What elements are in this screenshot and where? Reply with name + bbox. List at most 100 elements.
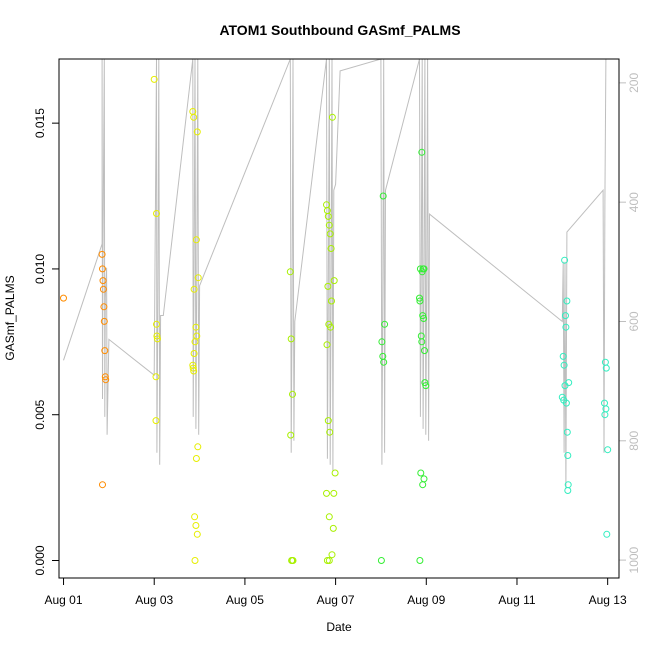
data-point-s2-2 bbox=[289, 390, 296, 398]
data-point-s2-24 bbox=[330, 489, 338, 497]
data-point-s2-18 bbox=[327, 323, 335, 331]
data-point-s3-16 bbox=[418, 338, 426, 346]
data-point-s0-6 bbox=[100, 317, 108, 325]
data-point-s1-13 bbox=[192, 323, 200, 331]
x-tick-label-0: Aug 01 bbox=[45, 593, 83, 607]
data-point-s4-14 bbox=[564, 487, 572, 494]
data-point-s2-12 bbox=[327, 245, 335, 252]
data-point-s1-5 bbox=[152, 373, 160, 381]
data-point-s3-11 bbox=[416, 294, 423, 302]
data-point-s0-3 bbox=[99, 277, 107, 285]
right-tick-label-1: 400 bbox=[627, 192, 641, 212]
data-point-s1-20 bbox=[194, 443, 202, 451]
data-point-s4-4 bbox=[559, 352, 567, 360]
right-tick-label-2: 600 bbox=[627, 311, 641, 331]
data-point-s2-14 bbox=[330, 277, 338, 285]
data-point-s3-18 bbox=[421, 379, 429, 387]
data-point-s4-0 bbox=[561, 256, 569, 264]
data-point-s4-16 bbox=[602, 364, 610, 372]
data-point-s2-21 bbox=[326, 428, 334, 436]
data-point-s1-24 bbox=[193, 530, 201, 538]
data-point-s3-0 bbox=[379, 192, 387, 200]
data-point-s3-20 bbox=[417, 469, 425, 477]
data-point-s1-8 bbox=[190, 113, 198, 121]
data-point-s4-20 bbox=[604, 446, 612, 454]
plot-frame bbox=[58, 58, 620, 579]
data-point-s1-18 bbox=[189, 364, 197, 372]
y-tick-label-3: 0.015 bbox=[33, 108, 47, 138]
data-point-s4-19 bbox=[601, 411, 609, 419]
data-point-s3-10 bbox=[420, 265, 428, 273]
data-point-s1-16 bbox=[190, 350, 198, 357]
data-point-s0-10 bbox=[99, 481, 106, 489]
data-point-s4-21 bbox=[603, 530, 611, 538]
data-point-s1-11 bbox=[194, 274, 202, 282]
right-tick-label-0: 200 bbox=[627, 73, 641, 93]
y-tick-label-1: 0.005 bbox=[33, 399, 47, 429]
x-tick-label-3: Aug 07 bbox=[317, 593, 355, 607]
data-point-s2-25 bbox=[325, 513, 333, 521]
data-point-s3-12 bbox=[416, 297, 424, 305]
data-point-s0-2 bbox=[99, 265, 106, 273]
data-point-s2-3 bbox=[287, 431, 295, 439]
x-tick-label-4: Aug 09 bbox=[407, 593, 445, 607]
chart-title: ATOM1 Southbound GASmf_PALMS bbox=[219, 22, 460, 38]
data-point-s2-23 bbox=[323, 489, 330, 497]
data-point-s1-10 bbox=[192, 236, 200, 244]
data-point-s1-12 bbox=[190, 285, 198, 293]
data-point-s2-11 bbox=[326, 230, 334, 238]
data-point-s1-19 bbox=[190, 367, 198, 375]
data-point-s3-2 bbox=[378, 338, 386, 346]
data-point-s0-8 bbox=[101, 373, 109, 381]
data-point-s3-13 bbox=[419, 312, 427, 320]
data-point-s0-0 bbox=[60, 294, 67, 302]
altitude-trace-layer bbox=[63, 58, 607, 489]
data-point-s1-6 bbox=[152, 417, 160, 425]
data-point-s2-26 bbox=[329, 524, 337, 532]
data-point-s2-27 bbox=[328, 551, 336, 559]
data-point-s3-19 bbox=[422, 382, 430, 390]
data-point-s2-16 bbox=[328, 297, 335, 305]
data-point-s0-5 bbox=[100, 303, 108, 311]
data-point-s1-21 bbox=[192, 455, 200, 462]
data-point-s1-1 bbox=[153, 210, 160, 217]
data-point-s2-15 bbox=[324, 282, 332, 290]
data-point-s4-11 bbox=[563, 428, 571, 436]
data-point-s4-1 bbox=[563, 297, 571, 305]
right-tick-label-3: 800 bbox=[627, 430, 641, 450]
data-point-s4-12 bbox=[564, 452, 572, 459]
x-tick-label-1: Aug 03 bbox=[135, 593, 173, 607]
data-point-s4-3 bbox=[562, 323, 570, 331]
data-point-s4-5 bbox=[560, 361, 568, 369]
data-point-s0-1 bbox=[98, 250, 106, 258]
data-point-s1-9 bbox=[193, 128, 201, 136]
y-tick-label-0: 0.000 bbox=[33, 545, 47, 575]
data-point-s1-0 bbox=[150, 75, 158, 83]
scatter-points-layer bbox=[60, 75, 612, 564]
x-tick-label-6: Aug 13 bbox=[589, 593, 627, 607]
axes-layer: Aug 01 Aug 03 Aug 05 Aug 07 Aug 09 Aug 11 Aug … bbox=[33, 73, 641, 607]
y-axis-label: GASmf_PALMS bbox=[3, 275, 17, 360]
data-point-s1-15 bbox=[191, 338, 199, 346]
data-point-s3-17 bbox=[421, 347, 428, 355]
data-point-s2-13 bbox=[328, 113, 336, 121]
data-point-s2-29 bbox=[325, 557, 333, 564]
data-point-s2-10 bbox=[325, 221, 333, 229]
data-point-s3-1 bbox=[381, 320, 389, 328]
data-point-s2-19 bbox=[323, 341, 331, 349]
data-point-s1-25 bbox=[191, 557, 199, 564]
data-point-s0-7 bbox=[101, 347, 109, 355]
data-point-s3-22 bbox=[419, 481, 427, 489]
data-point-s1-2 bbox=[153, 320, 160, 328]
data-point-s2-22 bbox=[331, 469, 339, 477]
altitude-line bbox=[63, 58, 607, 489]
data-point-s3-4 bbox=[380, 358, 388, 366]
data-point-s4-10 bbox=[562, 399, 570, 407]
x-tick-label-2: Aug 05 bbox=[226, 593, 264, 607]
data-point-s2-28 bbox=[323, 557, 331, 564]
data-point-s0-4 bbox=[99, 285, 107, 293]
data-point-s2-20 bbox=[324, 417, 332, 425]
right-tick-label-4: 1000 bbox=[627, 546, 641, 573]
data-point-s2-1 bbox=[287, 335, 295, 343]
